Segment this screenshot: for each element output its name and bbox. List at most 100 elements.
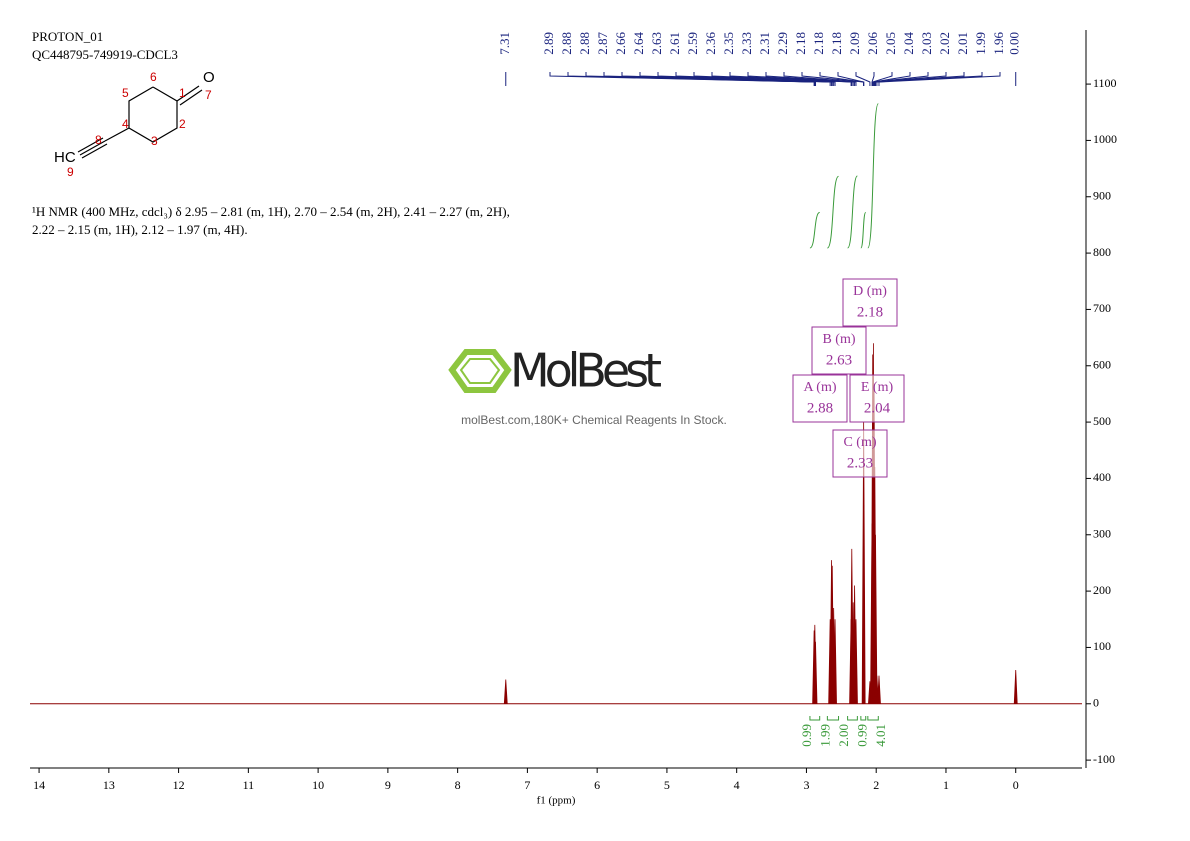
y-tick-label: 900: [1093, 189, 1111, 203]
bond: [104, 127, 130, 142]
atom-number: 4: [122, 117, 129, 131]
bond: [79, 140, 106, 156]
multiplet-label: C (m): [843, 435, 876, 450]
peak-label-connector: [783, 72, 857, 86]
peak-label-connector: [871, 72, 875, 86]
multiplet-shift: 2.18: [857, 304, 883, 320]
peak-label: 2.01: [955, 32, 970, 55]
x-tick-label: 10: [312, 778, 324, 792]
peak-label: 1.99: [973, 32, 988, 55]
integral-bracket: [847, 716, 858, 721]
peak-label-connector: [765, 72, 856, 86]
peak-label: 2.66: [613, 32, 628, 55]
x-tick-label: 14: [33, 778, 45, 792]
multiplet-box: [849, 374, 905, 423]
integral-label: 0.99: [799, 724, 814, 747]
peak: [833, 619, 837, 704]
x-tick-label: 11: [243, 778, 255, 792]
atom-number: 2: [179, 117, 186, 131]
watermark: MolBest molBest.com,180K+ Chemical Reage…: [448, 344, 727, 427]
tagline: molBest.com,180K+ Chemical Reagents In S…: [461, 413, 727, 427]
peak-label-connector: [729, 72, 853, 86]
atom-number: 6: [150, 70, 157, 84]
atom-number: 3: [151, 134, 158, 148]
x-tick-label: 5: [664, 778, 670, 792]
atom-number: 5: [122, 86, 129, 100]
peak-label: 2.36: [703, 32, 718, 55]
atom-number: 7: [205, 88, 212, 102]
x-tick-label: 8: [455, 778, 461, 792]
header-line: QC448795-749919-CDCL3: [32, 47, 178, 62]
peak-label: 2.89: [541, 32, 556, 55]
integral-curve: [847, 175, 858, 249]
peak-label: 2.09: [847, 32, 862, 55]
x-tick-label: 2: [873, 778, 879, 792]
peak-label: 2.29: [775, 32, 790, 55]
peak-label-connector: [747, 72, 854, 86]
peak-label: 0.00: [1007, 32, 1022, 55]
integral-curve: [809, 211, 821, 249]
y-tick-label: 400: [1093, 470, 1111, 484]
x-tick-label: 9: [385, 778, 391, 792]
x-axis-title: f1 (ppm): [537, 795, 576, 807]
y-tick-label: 300: [1093, 527, 1111, 541]
y-tick-label: 600: [1093, 358, 1111, 372]
multiplet-label: A (m): [803, 380, 836, 395]
peak-label: 2.18: [811, 32, 826, 55]
peak-label: 2.64: [631, 32, 646, 55]
brand: MolBest: [510, 344, 662, 398]
integral-curve: [826, 175, 840, 249]
atom-labels: O 1 2 3 4 5 6 7 8 HC 9: [54, 69, 215, 179]
peak-label-connector: [855, 72, 871, 86]
multiplet-box: [832, 429, 888, 478]
multiplet-label: E (m): [861, 380, 894, 395]
peak-label: 2.06: [865, 32, 880, 55]
peak: [877, 675, 881, 704]
y-tick-label: 1100: [1093, 76, 1117, 90]
peak-label-connector: [872, 72, 911, 86]
y-tick-label: 200: [1093, 583, 1111, 597]
peak-label: 7.31: [497, 32, 512, 55]
peak-label: 2.59: [685, 32, 700, 55]
x-tick-label: 6: [594, 778, 600, 792]
peak-label: 2.88: [577, 32, 592, 55]
peak-label-connector: [878, 72, 1001, 86]
multiplet-box: [811, 326, 867, 375]
x-tick-label: 12: [173, 778, 185, 792]
multiplet-label: D (m): [853, 284, 887, 299]
peak-label-connector: [875, 72, 965, 86]
x-tick-label: 13: [103, 778, 115, 792]
peak: [873, 534, 878, 704]
peak-label: 2.03: [919, 32, 934, 55]
peak: [854, 619, 858, 704]
bond: [179, 89, 203, 106]
y-tick-label: 800: [1093, 245, 1111, 259]
peak-label-connector: [873, 72, 929, 86]
multiplet-box: [792, 374, 848, 423]
y-tick-label: 0: [1093, 696, 1099, 710]
peak-label-connector: [693, 72, 836, 86]
integral-curve: [867, 103, 879, 249]
header-line: PROTON_01: [32, 29, 103, 44]
y-tick-label: 100: [1093, 639, 1111, 653]
atom: O: [203, 69, 215, 86]
peak: [503, 679, 508, 704]
peak-label: 2.61: [667, 32, 682, 55]
multiplet-shift: 2.88: [807, 400, 833, 416]
x-tick-label: 7: [524, 778, 530, 792]
bond: [81, 143, 108, 159]
integral-bracket: [867, 716, 879, 721]
peak-label: 2.63: [649, 32, 664, 55]
x-tick-label: 3: [803, 778, 809, 792]
integral-bracket: [826, 716, 840, 721]
peak-label: 2.35: [721, 32, 736, 55]
multiplet-label: B (m): [822, 332, 855, 347]
peak: [813, 641, 818, 704]
peak-label-connector: [837, 72, 865, 86]
bond: [77, 137, 104, 153]
molecule: [77, 85, 203, 159]
integral-bracket: [809, 716, 821, 721]
multiplet-shift: 2.33: [847, 455, 873, 471]
atom-number: 9: [67, 165, 74, 179]
